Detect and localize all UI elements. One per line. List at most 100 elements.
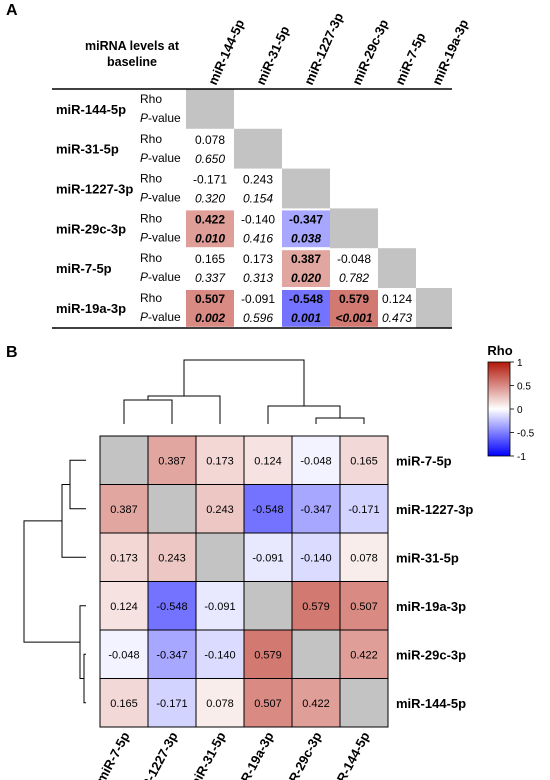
heatmap-cell xyxy=(99,581,149,631)
table-p-value: 0.596 xyxy=(243,311,273,325)
heatmap-row-label: miR-144-5p xyxy=(396,696,466,711)
heatmap-cell xyxy=(99,435,149,485)
table-rho-label: Rho xyxy=(140,291,162,305)
table-p-value: 0.313 xyxy=(243,271,273,285)
table-p-value: 0.010 xyxy=(195,231,225,245)
table-corner-title-line1: miRNA levels at xyxy=(85,39,180,53)
heatmap-col-label: miR-31-5p xyxy=(186,729,229,780)
heatmap-cell-value: 0.165 xyxy=(350,455,378,467)
table-p-value: <0.001 xyxy=(335,311,372,325)
heatmap-cell-value: -0.171 xyxy=(348,504,379,516)
colorbar-title: Rho xyxy=(487,344,512,358)
table-p-value: 0.154 xyxy=(243,192,273,206)
heatmap-cell-value: 0.579 xyxy=(254,649,282,661)
table-row-labels: miR-144-5p Rho P-value miR-31-5p Rho P-value m… xyxy=(56,92,181,324)
colorbar-tick-label: 0.5 xyxy=(517,382,531,393)
table-rho-label: Rho xyxy=(140,132,162,146)
table-sig-highlight xyxy=(186,290,234,327)
heatmap-col-label: miR-19a-3p xyxy=(231,729,277,780)
table-row-label: miR-1227-3p xyxy=(56,182,133,197)
table-p-value: 0.002 xyxy=(195,311,225,325)
heatmap-cell-value: 0.078 xyxy=(206,698,234,710)
heatmap-cell xyxy=(291,678,341,728)
heatmap-cell-value: -0.140 xyxy=(300,552,331,564)
heatmap-cell xyxy=(339,629,389,679)
colorbar-tick-label: -0.5 xyxy=(517,429,535,440)
heatmap-row-labels: miR-7-5p miR-1227-3p miR-31-5p miR-19a-3p mi… xyxy=(396,453,473,711)
table-col-header: miR-144-5p xyxy=(205,17,247,87)
heatmap-col-label: miR-7-5p xyxy=(93,729,132,780)
heatmap-row-label: miR-19a-3p xyxy=(396,599,466,614)
heatmap-cell-value: 0.124 xyxy=(110,601,138,613)
panel-b-label: B xyxy=(6,344,18,361)
table-col-header: miR-19a-3p xyxy=(429,17,471,87)
table-pvalue-label: P-value xyxy=(140,230,181,244)
table-pvalue-label: P-value xyxy=(140,191,181,205)
heatmap-cell xyxy=(243,581,293,631)
table-column-headers: miR-144-5p miR-31-5p miR-1227-3p miR-29c-3p… xyxy=(205,10,471,87)
heatmap-cell-value: -0.347 xyxy=(156,649,187,661)
table-rho-value: 0.243 xyxy=(243,173,273,187)
heatmap-cell xyxy=(195,581,245,631)
colorbar-tick-label: 0 xyxy=(517,405,523,416)
heatmap-cell xyxy=(195,678,245,728)
table-diagonal-cell xyxy=(282,168,330,209)
table-pvalue-label: P-value xyxy=(140,310,181,324)
table-diagonal-cell xyxy=(330,208,378,249)
correlation-table: miRNA levels at baseline 0.078 0.650 -0.17… xyxy=(52,10,471,329)
heatmap-cell xyxy=(291,629,341,679)
heatmap-cell-value: 0.422 xyxy=(350,649,378,661)
table-sig-highlight xyxy=(282,210,330,248)
heatmap-cell xyxy=(291,484,341,534)
table-p-value: 0.650 xyxy=(195,152,225,166)
table-row-label: miR-29c-3p xyxy=(56,221,126,236)
heatmap-row-label: miR-31-5p xyxy=(396,550,459,565)
heatmap-cell xyxy=(147,484,197,534)
table-p-value: 0.020 xyxy=(291,271,321,285)
table-diagonal-cell xyxy=(378,248,416,288)
heatmap-cell-value: 0.507 xyxy=(254,698,282,710)
table-p-value: 0.782 xyxy=(339,271,369,285)
heatmap-cell-value: 0.078 xyxy=(350,552,378,564)
row-dendrogram xyxy=(23,459,86,704)
table-cells: 0.078 0.650 -0.171 0.320 0.243 0.154 0.422 0.01… xyxy=(186,89,452,328)
table-row-label: miR-31-5p xyxy=(56,142,119,157)
heatmap-col-label: miR-1227-3p xyxy=(131,729,181,780)
table-rho-value: -0.171 xyxy=(193,173,227,187)
table-row-label: miR-7-5p xyxy=(56,261,112,276)
table-p-value: 0.320 xyxy=(195,192,225,206)
table-row-label: miR-19a-3p xyxy=(56,301,126,316)
table-diagonal-cell xyxy=(234,128,282,169)
heatmap-cell-value: 0.243 xyxy=(206,504,234,516)
table-p-value: 0.416 xyxy=(243,231,273,245)
heatmap-cell-value: -0.048 xyxy=(108,649,139,661)
table-col-header: miR-31-5p xyxy=(253,24,292,88)
table-rho-value: 0.078 xyxy=(195,133,225,147)
heatmap-cell xyxy=(195,484,245,534)
table-pvalue-label: P-value xyxy=(140,111,181,125)
table-p-value: 0.038 xyxy=(291,231,321,245)
panel-a-label: A xyxy=(6,2,18,19)
table-rho-value: 0.507 xyxy=(195,292,225,306)
heatmap-cell-value: -0.347 xyxy=(300,504,331,516)
heatmap-cell-value: 0.422 xyxy=(302,698,330,710)
heatmap-cell xyxy=(243,629,293,679)
heatmap-row-label: miR-1227-3p xyxy=(396,502,473,517)
colorbar xyxy=(487,361,511,457)
heatmap-cell xyxy=(339,581,389,631)
table-rho-value: -0.140 xyxy=(241,212,275,226)
table-rho-label: Rho xyxy=(140,251,162,265)
table-rho-value: -0.048 xyxy=(337,252,371,266)
table-pvalue-label: P-value xyxy=(140,151,181,165)
heatmap-cell xyxy=(147,678,197,728)
table-col-header: miR-7-5p xyxy=(392,30,428,87)
heatmap-cell-value: 0.165 xyxy=(110,698,138,710)
table-rho-value: -0.548 xyxy=(289,292,323,306)
table-rho-value: 0.165 xyxy=(195,252,225,266)
table-pvalue-label: P-value xyxy=(140,270,181,284)
table-rho-value: 0.579 xyxy=(339,292,369,306)
heatmap-cell-value: -0.548 xyxy=(252,504,283,516)
heatmap-cell-value: 0.387 xyxy=(110,504,138,516)
heatmap-col-label: miR-144-5p xyxy=(327,729,373,780)
table-p-value: 0.001 xyxy=(291,311,321,325)
